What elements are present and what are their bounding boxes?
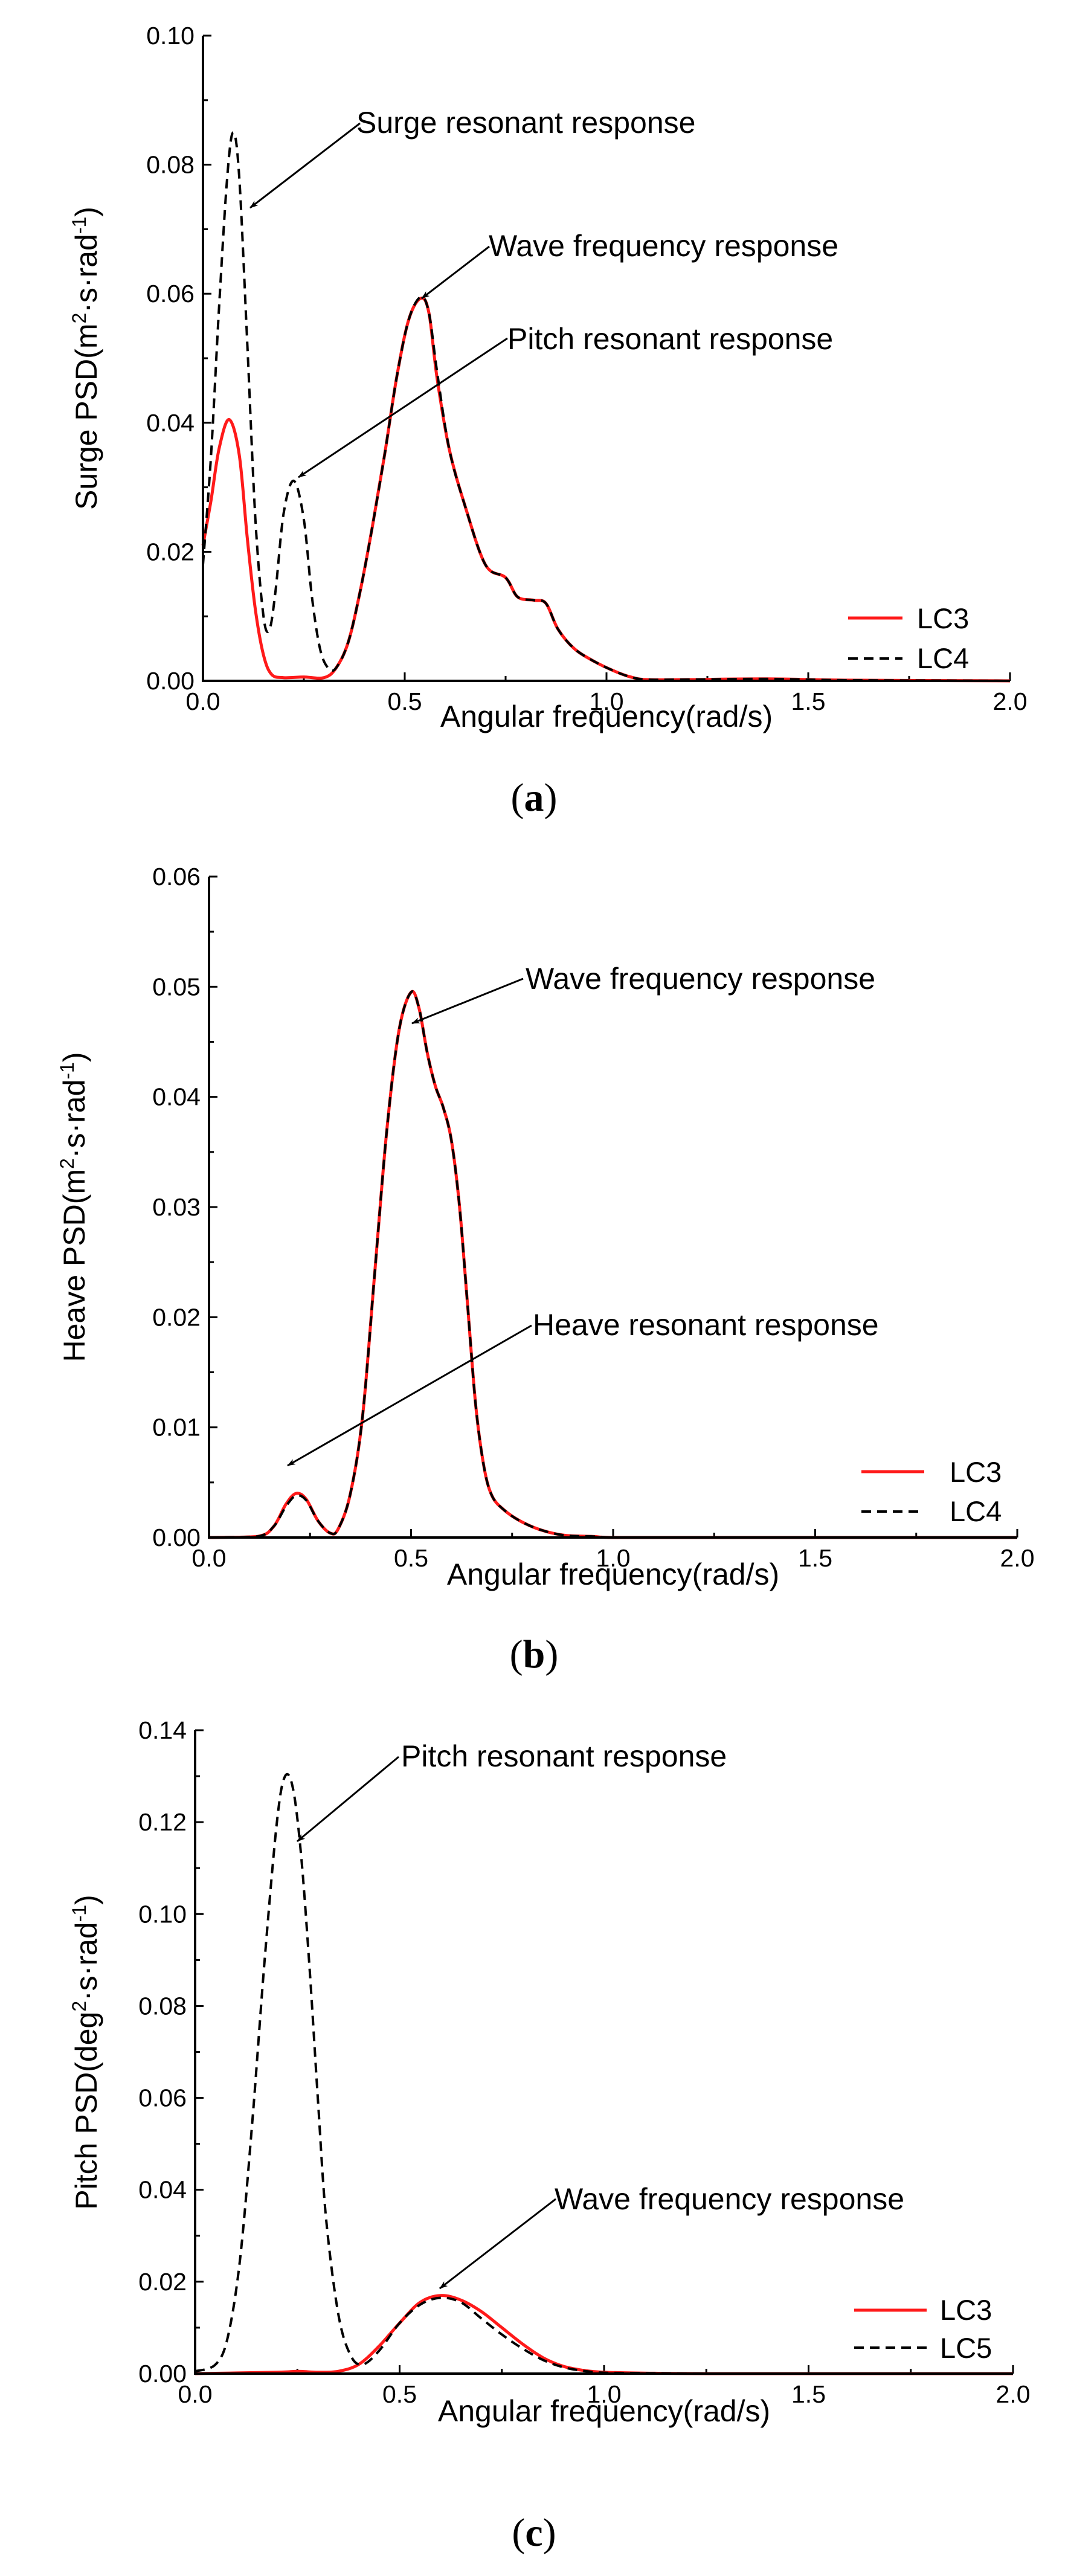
- annotation-arrow: [421, 245, 490, 300]
- annotation-arrow: [298, 337, 508, 478]
- y-tick-label: 0.01: [152, 1414, 201, 1441]
- annotation-wave-frequency: Wave frequency response: [555, 2182, 904, 2216]
- x-tick-label: 0.5: [394, 1544, 428, 1572]
- series-line-lc3: [208, 990, 1017, 1539]
- annotation-pitch-resonant: Pitch resonant response: [507, 322, 833, 356]
- plot-frame: [208, 877, 1017, 1539]
- x-tick-label: 1.0: [596, 1544, 631, 1572]
- series-line-lc4: [208, 990, 1017, 1539]
- y-tick-label: 0.02: [146, 538, 195, 565]
- x-axis-label: Angular frequency(rad/s): [447, 1557, 779, 1591]
- x-tick-label: 1.5: [791, 687, 826, 715]
- y-axis-label: Pitch PSD(deg2·s·rad-1): [68, 1895, 103, 2209]
- y-tick-label: 0.06: [138, 2084, 187, 2112]
- y-tick-label: 0.05: [152, 973, 201, 1000]
- legend-label-lc4: LC4: [917, 642, 969, 674]
- annotation-surge-resonant: Surge resonant response: [356, 106, 695, 140]
- y-tick-label: 0.04: [146, 409, 195, 437]
- x-axis-label: Angular frequency(rad/s): [438, 2394, 770, 2428]
- annotation-arrow: [439, 2198, 556, 2290]
- legend: LC3 LC4: [848, 602, 969, 674]
- panel-c-pitch-psd: 0.0 0.5 1.0 1.5 2.0 0.00 0.02 0.04 0.06 0.08 0.10 0…: [68, 1716, 1031, 2555]
- x-tick-label: 1.0: [590, 687, 624, 715]
- y-tick-label: 0.06: [152, 863, 201, 890]
- y-tick-label: 0.10: [138, 1900, 187, 1928]
- x-axis-label: Angular frequency(rad/s): [440, 700, 773, 733]
- x-tick-label: 2.0: [1000, 1544, 1035, 1572]
- annotation-heave-resonant: Heave resonant response: [533, 1308, 879, 1342]
- x-tick-label: 1.5: [798, 1544, 832, 1572]
- annotation-wave-frequency: Wave frequency response: [489, 229, 838, 263]
- panel-caption: (a): [511, 776, 558, 820]
- legend-label-lc3: LC3: [917, 602, 969, 634]
- panel-b-heave-psd: 0.0 0.5 1.0 1.5 2.0 0.00 0.01 0.02 0.03 0.04 0.05 0…: [56, 863, 1035, 1676]
- y-axis-label: Heave PSD(m2·s·rad-1): [56, 1052, 91, 1362]
- annotation-wave-frequency: Wave frequency response: [526, 962, 875, 996]
- y-tick-label: 0.00: [146, 667, 195, 695]
- annotation-pitch-resonant: Pitch resonant response: [401, 1739, 727, 1773]
- panel-caption: (c): [512, 2511, 556, 2555]
- y-tick-label: 0.03: [152, 1193, 201, 1221]
- y-tick-label: 0.14: [138, 1716, 187, 1744]
- y-tick-label: 0.04: [138, 2176, 187, 2204]
- x-tick-label: 1.5: [791, 2380, 826, 2408]
- legend-label-lc3: LC3: [940, 2294, 992, 2326]
- annotation-arrow: [297, 1756, 399, 1843]
- x-tick-label: 1.0: [587, 2380, 622, 2408]
- y-tick-label: 0.02: [138, 2268, 187, 2296]
- annotation-arrow: [411, 977, 524, 1025]
- x-tick-label: 2.0: [993, 687, 1028, 715]
- legend-label-lc5: LC5: [940, 2332, 992, 2364]
- legend-label-lc3: LC3: [950, 1456, 1002, 1488]
- y-tick-label: 0.06: [146, 280, 195, 308]
- x-tick-label: 0.0: [192, 1544, 227, 1572]
- panel-caption: (b): [510, 1632, 559, 1676]
- series-line-lc3: [195, 2294, 1013, 2375]
- panel-a-surge-psd: 0.0 0.5 1.0 1.5 2.00.000.020.040.060.080.10 …: [68, 22, 1028, 820]
- y-tick-label: 0.12: [138, 1808, 187, 1836]
- legend-label-lc4: LC4: [950, 1495, 1002, 1527]
- y-tick-label: 0.10: [146, 22, 195, 50]
- y-tick-label: 0.04: [152, 1083, 201, 1111]
- y-axis-label: Surge PSD(m2·s·rad-1): [68, 207, 103, 510]
- plot-frame: [194, 1730, 1013, 2375]
- x-tick-label: 0.0: [178, 2380, 213, 2408]
- x-tick-label: 0.5: [388, 687, 422, 715]
- legend: LC3 LC5: [854, 2294, 992, 2364]
- plot-frame: [202, 36, 1010, 682]
- y-tick-label: 0.08: [146, 151, 195, 179]
- annotation-arrow: [287, 1324, 532, 1467]
- y-tick-label: 0.00: [152, 1524, 201, 1551]
- x-tick-label: 2.0: [996, 2380, 1031, 2408]
- y-tick-label: 0.02: [152, 1303, 201, 1331]
- annotation-arrow: [249, 122, 361, 209]
- series-line-lc4: [202, 131, 1011, 682]
- y-tick-label: 0.08: [138, 1992, 187, 2020]
- series-line-lc5: [195, 1773, 1013, 2375]
- y-tick-label: 0.00: [138, 2360, 187, 2388]
- x-tick-label: 0.5: [382, 2380, 417, 2408]
- legend: LC3 LC4: [861, 1456, 1002, 1527]
- x-tick-label: 0.0: [186, 687, 220, 715]
